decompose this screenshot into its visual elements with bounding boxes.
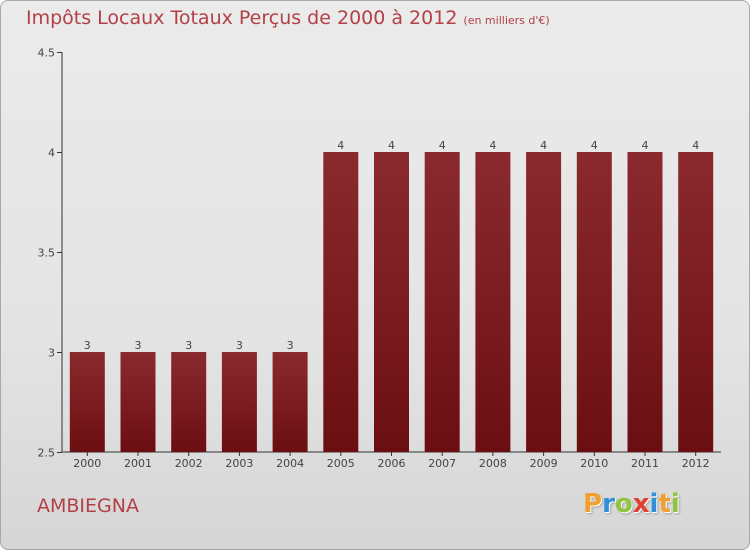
bar-2010 <box>576 152 612 452</box>
bar-value-label: 4 <box>489 139 496 152</box>
bar-2004 <box>272 352 308 452</box>
x-tick-label: 2008 <box>479 457 507 470</box>
bar-2012 <box>678 152 714 452</box>
x-tick-label: 2010 <box>580 457 608 470</box>
x-tick-label: 2011 <box>631 457 659 470</box>
bar-value-label: 4 <box>591 139 598 152</box>
bar-value-label: 3 <box>287 339 294 352</box>
x-tick-label: 2002 <box>175 457 203 470</box>
bar-2003 <box>221 352 257 452</box>
x-tick-label: 2000 <box>73 457 101 470</box>
commune-name: AMBIEGNA <box>37 495 139 517</box>
chart-unit: (en milliers d'€) <box>463 14 550 27</box>
y-tick-label: 3 <box>48 347 55 360</box>
bar-2000 <box>69 352 105 452</box>
bar-2006 <box>374 152 409 452</box>
proxiti-logo: Proxiti <box>583 489 680 519</box>
x-tick-label: 2005 <box>327 457 355 470</box>
bar-value-label: 4 <box>642 139 649 152</box>
x-tick-label: 2003 <box>225 457 253 470</box>
bar-value-label: 4 <box>692 139 699 152</box>
logo-letter: P <box>583 489 603 519</box>
chart-title: Impôts Locaux Totaux Perçus de 2000 à 20… <box>26 7 458 29</box>
y-tick-label: 4 <box>48 147 55 160</box>
logo-letter: o <box>614 489 633 519</box>
bar-2008 <box>475 152 511 452</box>
y-tick-label: 2.5 <box>38 447 56 460</box>
logo-letter: i <box>670 489 680 519</box>
bar-2009 <box>526 152 562 452</box>
chart-title-block: Impôts Locaux Totaux Perçus de 2000 à 20… <box>26 7 550 29</box>
logo-letter: r <box>602 489 615 519</box>
chart-bars <box>69 152 714 452</box>
bar-2005 <box>323 152 359 452</box>
logo-letter: i <box>649 489 659 519</box>
y-tick-label: 4.5 <box>38 47 56 60</box>
x-tick-label: 2007 <box>428 457 456 470</box>
x-tick-label: 2001 <box>124 457 152 470</box>
bar-value-label: 4 <box>388 139 395 152</box>
logo-letter: t <box>658 489 671 519</box>
bar-value-label: 3 <box>135 339 142 352</box>
logo-letter: x <box>632 489 650 519</box>
bar-value-label: 4 <box>540 139 547 152</box>
x-tick-label: 2012 <box>682 457 710 470</box>
y-tick-label: 3.5 <box>38 247 56 260</box>
bar-value-label: 3 <box>185 339 192 352</box>
bar-2007 <box>424 152 460 452</box>
bar-value-label: 3 <box>236 339 243 352</box>
bar-value-label: 4 <box>439 139 446 152</box>
x-tick-label: 2006 <box>378 457 406 470</box>
chart-value-labels: 3 3 3 3 3 4 4 4 4 4 4 4 4 <box>84 139 699 352</box>
bar-2002 <box>171 352 207 452</box>
bar-2011 <box>627 152 663 452</box>
bar-value-label: 4 <box>337 139 344 152</box>
bar-value-label: 3 <box>84 339 91 352</box>
x-tick-label: 2009 <box>530 457 558 470</box>
bar-2001 <box>120 352 156 452</box>
x-tick-label: 2004 <box>276 457 304 470</box>
